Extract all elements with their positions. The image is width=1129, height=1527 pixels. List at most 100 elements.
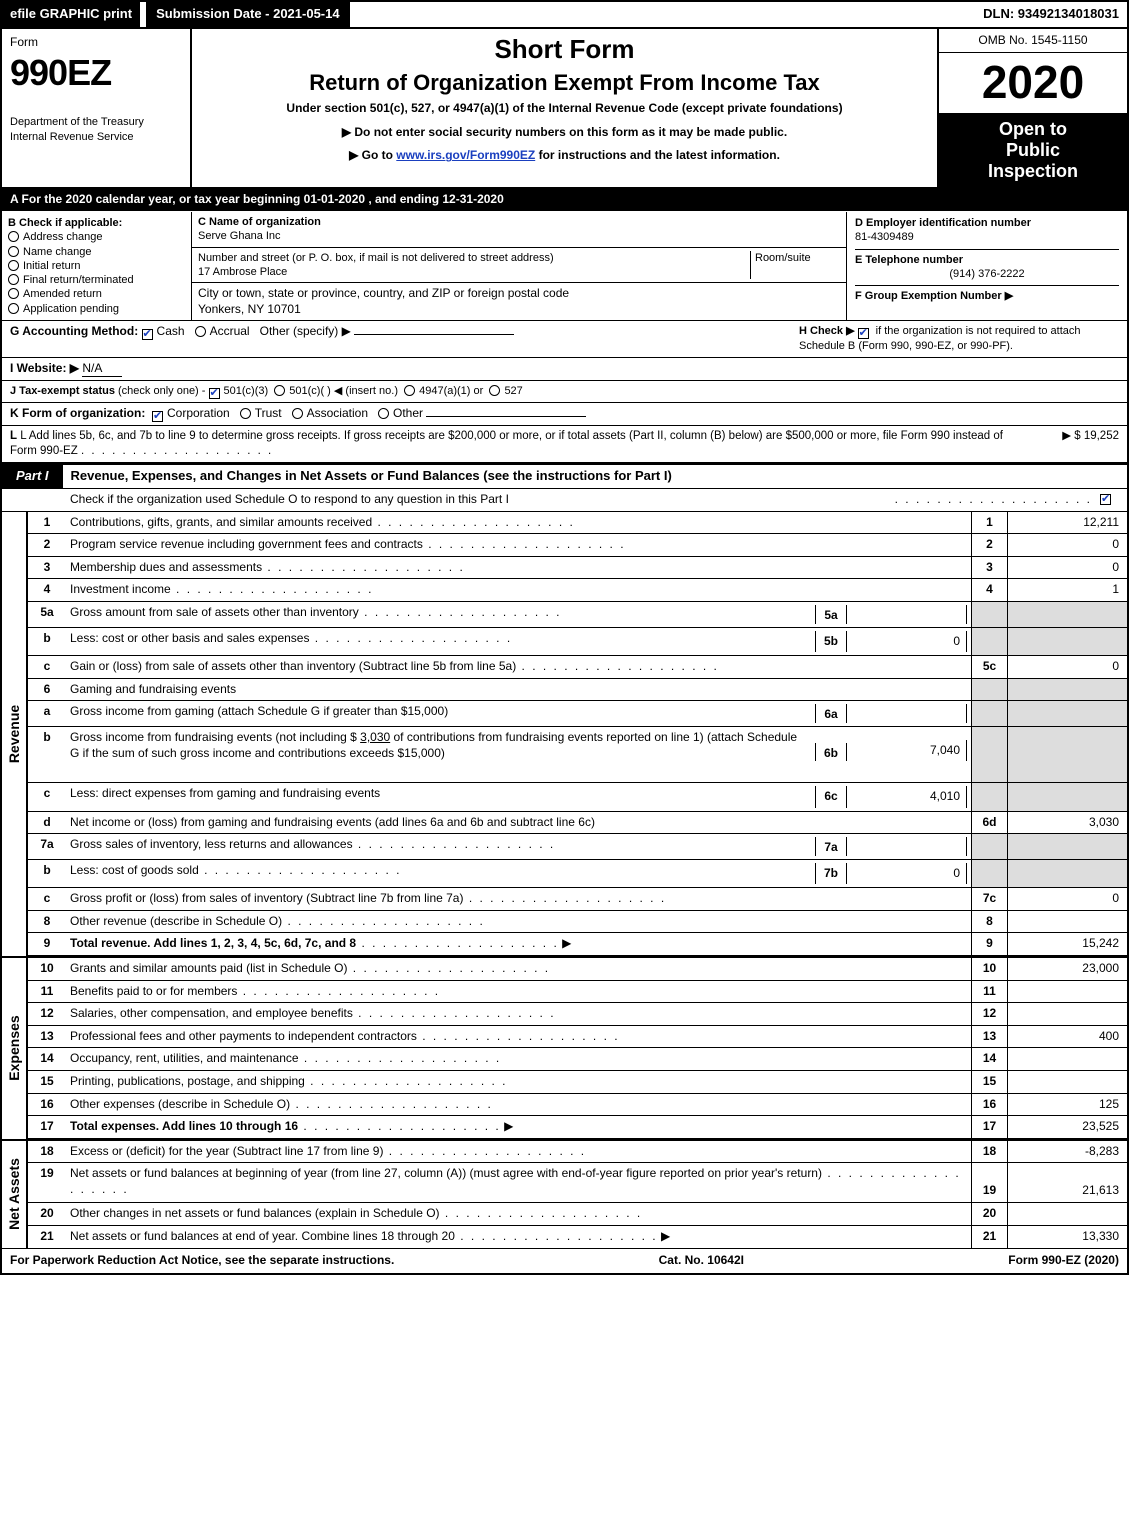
- net-assets-section: Net Assets 18Excess or (deficit) for the…: [2, 1139, 1127, 1248]
- form-page: efile GRAPHIC print Submission Date - 20…: [0, 0, 1129, 1275]
- open-to-public: Open to Public Inspection: [939, 113, 1127, 187]
- row-i: I Website: ▶ N/A: [2, 358, 1127, 382]
- gross-receipts: ▶ $ 19,252: [1019, 429, 1119, 459]
- row-h: H Check ▶ if the organization is not req…: [799, 324, 1119, 353]
- val-2: 0: [1007, 534, 1127, 556]
- top-bar: efile GRAPHIC print Submission Date - 20…: [2, 2, 1127, 29]
- org-city: Yonkers, NY 10701: [198, 302, 840, 318]
- chk-trust[interactable]: [240, 408, 251, 419]
- val-4: 1: [1007, 579, 1127, 601]
- revenue-sidebar: Revenue: [2, 512, 28, 957]
- phone-value: (914) 376-2222: [855, 267, 1119, 281]
- tax-year: 2020: [939, 53, 1127, 113]
- chk-amended[interactable]: Amended return: [8, 287, 185, 301]
- chk-assoc[interactable]: [292, 408, 303, 419]
- section-c: C Name of organization Serve Ghana Inc N…: [192, 212, 847, 320]
- addr-row: Number and street (or P. O. box, if mail…: [192, 248, 846, 284]
- room-suite-label: Room/suite: [750, 251, 840, 280]
- short-form-title: Short Form: [204, 33, 925, 67]
- row-j: J Tax-exempt status (check only one) - 5…: [2, 381, 1127, 403]
- part1-checkline: Check if the organization used Schedule …: [2, 489, 1127, 512]
- chk-other-org[interactable]: [378, 408, 389, 419]
- header-left: Form 990EZ Department of the Treasury In…: [2, 29, 192, 187]
- header-mid: Short Form Return of Organization Exempt…: [192, 29, 937, 187]
- omb-number: OMB No. 1545-1150: [939, 29, 1127, 54]
- val-3: 0: [1007, 557, 1127, 579]
- return-title: Return of Organization Exempt From Incom…: [204, 69, 925, 98]
- chk-527[interactable]: [489, 385, 500, 396]
- val-17: 23,525: [1007, 1116, 1127, 1138]
- chk-name[interactable]: Name change: [8, 245, 185, 259]
- org-name-row: C Name of organization Serve Ghana Inc: [192, 212, 846, 248]
- chk-schedule-o[interactable]: [1100, 494, 1111, 505]
- page-footer: For Paperwork Reduction Act Notice, see …: [2, 1248, 1127, 1273]
- val-13: 400: [1007, 1026, 1127, 1048]
- chk-final[interactable]: Final return/terminated: [8, 273, 185, 287]
- org-name: Serve Ghana Inc: [198, 229, 840, 243]
- val-6b-excl: 3,030: [360, 730, 390, 744]
- row-k: K Form of organization: Corporation Trus…: [2, 403, 1127, 426]
- dln-label: DLN: 93492134018031: [975, 2, 1127, 27]
- val-5c: 0: [1007, 656, 1127, 678]
- website-value: N/A: [82, 361, 122, 378]
- dept-irs: Internal Revenue Service: [10, 130, 182, 144]
- row-g-h: G Accounting Method: Cash Accrual Other …: [2, 321, 1127, 357]
- row-l: L L Add lines 5b, 6c, and 7b to line 9 t…: [2, 426, 1127, 463]
- under-section: Under section 501(c), 527, or 4947(a)(1)…: [204, 101, 925, 117]
- ssn-warning: ▶ Do not enter social security numbers o…: [204, 125, 925, 141]
- val-16: 125: [1007, 1094, 1127, 1116]
- group-exemption: F Group Exemption Number ▶: [855, 285, 1119, 303]
- org-address: 17 Ambrose Place: [198, 265, 750, 279]
- section-def: D Employer identification number 81-4309…: [847, 212, 1127, 320]
- val-7c: 0: [1007, 888, 1127, 910]
- chk-501c[interactable]: [274, 385, 285, 396]
- val-9: 15,242: [1007, 933, 1127, 955]
- chk-cash[interactable]: [142, 329, 153, 340]
- chk-501c3[interactable]: [209, 388, 220, 399]
- chk-initial[interactable]: Initial return: [8, 259, 185, 273]
- submission-date: Submission Date - 2021-05-14: [146, 2, 350, 27]
- goto-line: ▶ Go to www.irs.gov/Form990EZ for instru…: [204, 148, 925, 164]
- entity-block: B Check if applicable: Address change Na…: [2, 212, 1127, 321]
- other-method-input[interactable]: [354, 334, 514, 335]
- irs-link[interactable]: www.irs.gov/Form990EZ: [396, 148, 535, 162]
- chk-schedule-b[interactable]: [858, 328, 869, 339]
- cat-no: Cat. No. 10642I: [659, 1253, 744, 1269]
- part1-header: Part I Revenue, Expenses, and Changes in…: [2, 463, 1127, 489]
- chk-4947[interactable]: [404, 385, 415, 396]
- header-right: OMB No. 1545-1150 2020 Open to Public In…: [937, 29, 1127, 187]
- expenses-sidebar: Expenses: [2, 958, 28, 1139]
- val-6d: 3,030: [1007, 812, 1127, 834]
- val-21: 13,330: [1007, 1226, 1127, 1248]
- chk-address[interactable]: Address change: [8, 230, 185, 244]
- form-word: Form: [10, 35, 182, 51]
- chk-corp[interactable]: [152, 411, 163, 422]
- ein-value: 81-4309489: [855, 230, 1119, 244]
- val-10: 23,000: [1007, 958, 1127, 980]
- val-6b: 7,040: [847, 740, 967, 762]
- val-5b: 0: [847, 631, 967, 653]
- val-1: 12,211: [1007, 512, 1127, 534]
- net-assets-sidebar: Net Assets: [2, 1141, 28, 1248]
- dept-treasury: Department of the Treasury: [10, 115, 182, 129]
- section-b-title: B Check if applicable:: [8, 216, 185, 230]
- expenses-section: Expenses 10Grants and similar amounts pa…: [2, 956, 1127, 1139]
- form-header: Form 990EZ Department of the Treasury In…: [2, 29, 1127, 189]
- val-19: 21,613: [1007, 1163, 1127, 1202]
- form-ref: Form 990-EZ (2020): [1008, 1253, 1119, 1269]
- row-g: G Accounting Method: Cash Accrual Other …: [10, 324, 799, 353]
- form-number: 990EZ: [10, 50, 182, 97]
- part1-tag: Part I: [2, 465, 63, 488]
- chk-accrual[interactable]: [195, 326, 206, 337]
- val-6c: 4,010: [847, 786, 967, 808]
- val-18: -8,283: [1007, 1141, 1127, 1163]
- city-row: City or town, state or province, country…: [192, 283, 846, 320]
- val-7b: 0: [847, 863, 967, 885]
- part1-title: Revenue, Expenses, and Changes in Net As…: [63, 465, 1127, 488]
- tax-year-line: A For the 2020 calendar year, or tax yea…: [2, 189, 1127, 212]
- chk-pending[interactable]: Application pending: [8, 302, 185, 316]
- section-b: B Check if applicable: Address change Na…: [2, 212, 192, 320]
- paperwork-notice: For Paperwork Reduction Act Notice, see …: [10, 1253, 394, 1269]
- revenue-section: Revenue 1Contributions, gifts, grants, a…: [2, 512, 1127, 957]
- efile-label: efile GRAPHIC print: [2, 2, 140, 27]
